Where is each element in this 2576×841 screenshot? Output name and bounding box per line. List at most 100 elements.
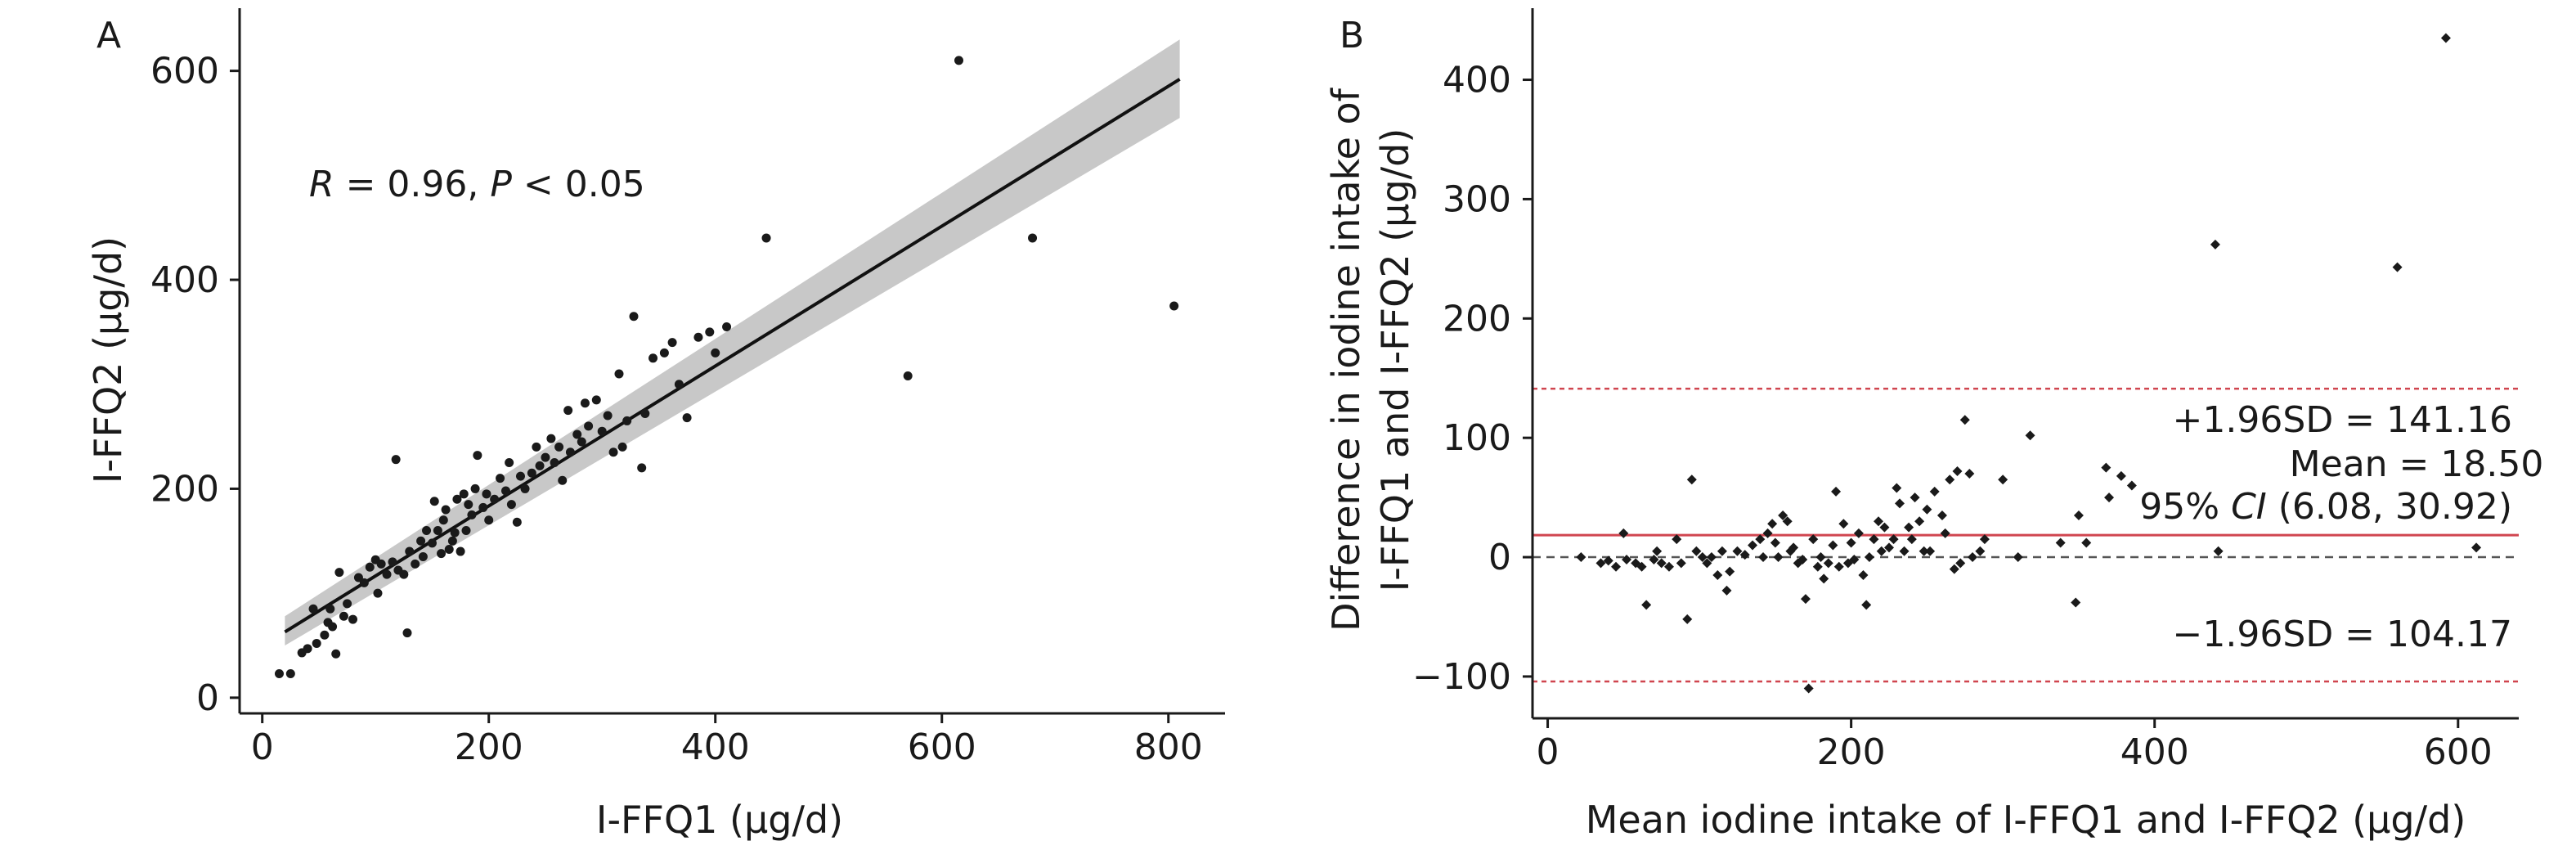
data-point bbox=[500, 486, 510, 496]
data-point bbox=[459, 489, 469, 499]
data-point bbox=[478, 502, 488, 512]
data-point bbox=[505, 458, 514, 468]
data-point bbox=[550, 458, 559, 468]
data-point bbox=[622, 416, 632, 425]
data-point bbox=[591, 395, 601, 405]
data-point bbox=[1611, 561, 1622, 572]
mean-label: Mean = 18.50 bbox=[2290, 443, 2544, 485]
x-tick-label: 0 bbox=[251, 726, 274, 768]
data-point bbox=[1838, 519, 1849, 529]
data-point bbox=[954, 56, 964, 65]
data-point bbox=[1169, 301, 1179, 311]
p-symbol: P bbox=[490, 164, 512, 205]
upper-limit-label: +1.96SD = 141.16 bbox=[2173, 399, 2512, 441]
data-point bbox=[490, 494, 500, 504]
data-point bbox=[1940, 528, 1950, 538]
data-point bbox=[682, 413, 692, 423]
data-point bbox=[339, 611, 348, 621]
data-point bbox=[1888, 534, 1899, 545]
data-point bbox=[1595, 558, 1606, 569]
data-point bbox=[1975, 546, 1986, 556]
data-point bbox=[584, 421, 594, 431]
data-point bbox=[365, 562, 375, 572]
x-tick-label: 400 bbox=[681, 726, 750, 768]
data-point bbox=[1788, 542, 1799, 553]
data-point bbox=[1925, 546, 1936, 556]
data-point bbox=[1892, 483, 1902, 493]
data-point bbox=[648, 353, 658, 363]
data-point bbox=[1649, 554, 1659, 564]
data-points bbox=[1576, 33, 2482, 694]
data-point bbox=[1676, 558, 1686, 569]
data-point bbox=[1028, 233, 1038, 243]
data-point bbox=[1636, 561, 1647, 572]
data-point bbox=[1879, 522, 1890, 533]
data-point bbox=[1682, 614, 1693, 624]
data-point bbox=[359, 578, 369, 587]
data-point bbox=[2392, 262, 2403, 272]
x-tick-label: 400 bbox=[2120, 731, 2189, 773]
data-point bbox=[382, 569, 392, 579]
data-point bbox=[2440, 33, 2451, 43]
data-point bbox=[482, 489, 491, 499]
panel-b: B 0 200 400 600 −100 0 100 200 300 400 +1.96SD =… bbox=[1324, 8, 2543, 841]
data-point bbox=[388, 557, 397, 567]
y-axis-ticks: 0 200 400 600 bbox=[150, 51, 240, 719]
data-point bbox=[348, 614, 358, 624]
y-axis-ticks: −100 0 100 200 300 400 bbox=[1412, 60, 1533, 698]
y-axis-title: I-FFQ2 (μg/d) bbox=[86, 236, 130, 483]
data-point bbox=[1998, 474, 2008, 485]
x-tick-label: 200 bbox=[1817, 731, 1886, 773]
data-point bbox=[1846, 537, 1856, 548]
data-point bbox=[1929, 486, 1940, 497]
data-point bbox=[554, 442, 564, 452]
data-point bbox=[1968, 552, 1978, 563]
y-tick-label: 100 bbox=[1443, 417, 1511, 459]
data-point bbox=[667, 338, 677, 348]
data-point bbox=[565, 447, 575, 457]
data-point bbox=[535, 461, 545, 470]
x-tick-label: 800 bbox=[1134, 726, 1203, 768]
data-point bbox=[1812, 561, 1823, 572]
data-point bbox=[411, 559, 420, 569]
data-point bbox=[520, 483, 530, 493]
data-point bbox=[2104, 492, 2115, 503]
data-point bbox=[1725, 566, 1735, 577]
data-point bbox=[438, 515, 448, 525]
data-point bbox=[1955, 558, 1966, 569]
data-point bbox=[1800, 594, 1811, 605]
data-point bbox=[541, 452, 550, 462]
data-point bbox=[1833, 561, 1844, 572]
data-point bbox=[1748, 540, 1758, 551]
data-point bbox=[353, 573, 363, 582]
data-point bbox=[1739, 550, 1750, 560]
data-point bbox=[1672, 534, 1682, 545]
data-point bbox=[1686, 474, 1697, 485]
y-tick-label: 200 bbox=[150, 468, 219, 510]
data-point bbox=[1706, 552, 1717, 563]
data-point bbox=[274, 668, 284, 678]
data-point bbox=[433, 526, 442, 536]
data-point bbox=[2025, 430, 2035, 441]
ci-label: 95% CI (6.08, 30.92) bbox=[2139, 486, 2512, 528]
data-point bbox=[1641, 600, 1652, 610]
data-point bbox=[373, 588, 383, 598]
data-point bbox=[1656, 558, 1667, 569]
data-point bbox=[391, 455, 401, 465]
data-point bbox=[1755, 534, 1766, 545]
data-point bbox=[1712, 569, 1723, 580]
ci-symbol: CI bbox=[2231, 486, 2267, 528]
y-tick-label: 200 bbox=[1443, 298, 1511, 340]
lower-limit-label: −1.96SD = 104.17 bbox=[2173, 614, 2512, 655]
data-point bbox=[1652, 546, 1663, 556]
ci-values: (6.08, 30.92) bbox=[2267, 486, 2512, 528]
data-point bbox=[376, 559, 386, 569]
data-point bbox=[1914, 516, 1925, 527]
data-point bbox=[2116, 470, 2126, 481]
data-point bbox=[1858, 569, 1869, 580]
data-point bbox=[405, 546, 415, 556]
data-point bbox=[437, 549, 447, 559]
data-point bbox=[1831, 486, 1842, 497]
data-point bbox=[2073, 510, 2084, 520]
